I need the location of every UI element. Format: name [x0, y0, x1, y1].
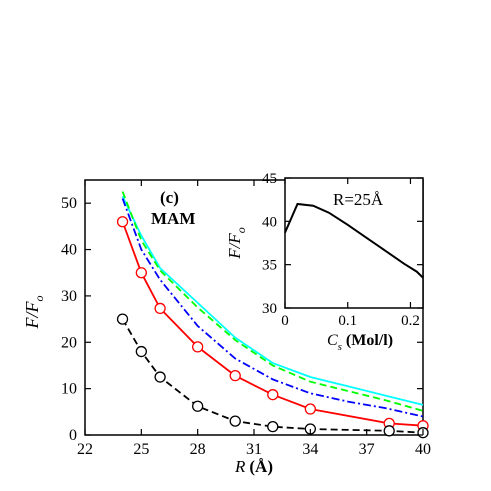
inset-x-tick-label: 0.1 — [338, 313, 357, 329]
main-series-black-marker-1 — [135, 345, 147, 358]
main-x-tick-label: 28 — [190, 441, 206, 458]
main-x-tick-label: 40 — [415, 441, 431, 458]
main-series-group — [116, 191, 429, 439]
inset-y-tick-label: 45 — [262, 171, 277, 187]
main-series-black-marker-4 — [229, 415, 241, 427]
main-y-tick-label: 50 — [61, 195, 77, 212]
inset-plot-frame — [284, 177, 424, 309]
inset-x-label-sub: s — [338, 341, 342, 353]
inset-x-label-main: C — [327, 332, 338, 349]
inset-y-tick-label: 35 — [262, 258, 277, 274]
inset-annotation: R=25Å — [333, 190, 384, 209]
inset-background — [285, 178, 423, 308]
main-series-blue-line — [121, 198, 424, 418]
main-series-black-marker-2 — [154, 371, 166, 383]
main-series-green-line — [121, 191, 424, 412]
inset-x-axis-label: Cs (Mol/l) — [327, 332, 393, 353]
main-series-red-marker-6 — [304, 403, 316, 415]
inset-ticks-group: 0 0.1 0.2 30 35 40 45 — [262, 171, 423, 329]
main-y-axis-label: F/Fo — [22, 296, 46, 330]
main-series-black-marker-3 — [192, 400, 204, 412]
inset-y-axis-label: F/Fo — [225, 227, 248, 260]
main-x-tick-label: 25 — [133, 441, 149, 458]
main-x-label-unit: (Å) — [249, 457, 273, 476]
main-series-red-marker-3 — [192, 341, 204, 353]
main-ticks-group: 22 25 28 31 34 37 40 0 10 20 30 40 50 — [61, 180, 431, 458]
inset-y-label-main: F/F — [225, 233, 244, 260]
main-x-label-main: R — [234, 457, 246, 476]
main-y-tick-label: 30 — [61, 288, 77, 305]
inset-y-tick-label: 30 — [262, 301, 277, 317]
inset-series-black-line — [284, 202, 424, 279]
main-annotation: MAM — [151, 209, 195, 228]
inset-y-tick-label: 40 — [262, 214, 277, 230]
main-x-axis-label: R (Å) — [234, 457, 273, 476]
main-y-label-main: F/F — [22, 301, 42, 330]
panel-label: (c) — [160, 188, 179, 207]
main-x-tick-label: 22 — [77, 441, 93, 458]
inset-plot-panel: 0 0.1 0.2 30 35 40 45 R=25Å F/Fo Cs (Mol/l) — [225, 171, 424, 353]
main-y-tick-label: 20 — [61, 334, 77, 351]
main-series-red-marker-0 — [116, 216, 129, 228]
main-y-tick-label: 0 — [69, 427, 77, 444]
main-series-red-marker-5 — [267, 389, 279, 401]
main-x-tick-label: 31 — [246, 441, 262, 458]
main-series-black-marker-7 — [383, 425, 395, 437]
inset-x-label-unit: (Mol/l) — [346, 332, 393, 349]
main-y-tick-label: 40 — [61, 242, 77, 259]
inset-x-tick-label: 0 — [281, 313, 289, 329]
main-series-black-marker-5 — [267, 421, 279, 433]
inset-x-tick-label: 0.2 — [401, 313, 420, 329]
inset-series-group — [284, 202, 424, 279]
main-x-tick-label: 37 — [359, 441, 375, 458]
main-series-red-marker-1 — [135, 267, 147, 279]
main-series-black-marker-0 — [116, 313, 129, 325]
main-series-cyan-line — [121, 195, 424, 406]
main-series-red-marker-4 — [229, 370, 241, 382]
inset-y-label-sub: o — [234, 227, 248, 233]
main-series-red-marker-2 — [154, 302, 166, 315]
main-y-tick-label: 10 — [61, 381, 77, 398]
main-x-tick-label: 34 — [302, 441, 318, 458]
main-y-label-sub: o — [32, 296, 46, 302]
